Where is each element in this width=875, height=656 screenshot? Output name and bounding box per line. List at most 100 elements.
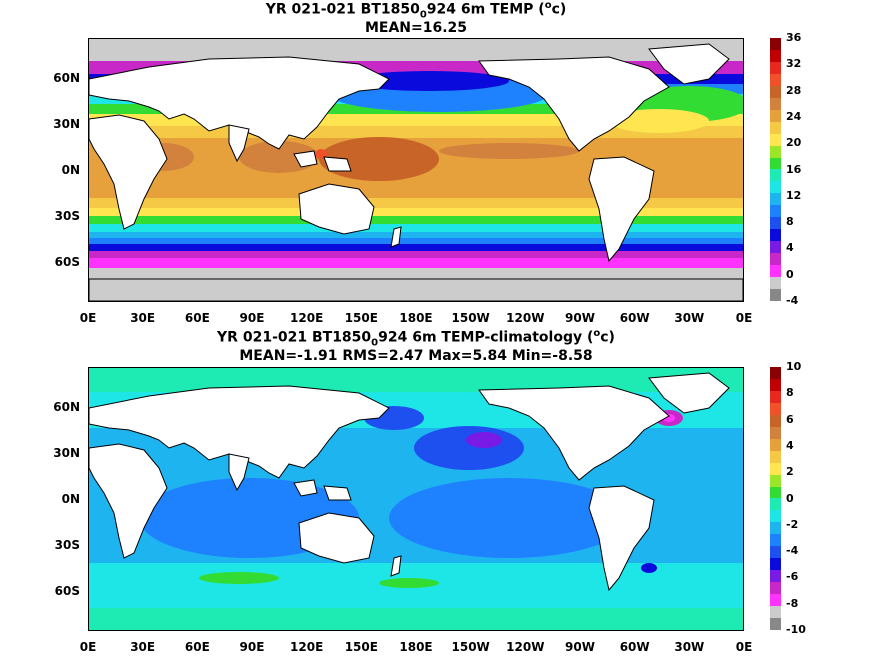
colorbar-swatch — [770, 534, 781, 547]
colorbar-label: 8 — [786, 386, 794, 400]
colorbar-swatch — [770, 474, 781, 487]
colorbar-swatch — [770, 38, 781, 50]
lon-label: 0E — [735, 311, 753, 325]
lon-label: 150W — [451, 311, 490, 325]
lon-label: 30E — [130, 311, 156, 325]
colorbar-swatch — [770, 265, 781, 278]
lon-label: 60E — [184, 311, 210, 325]
colorbar-swatch — [770, 426, 781, 439]
colorbar-label: 0 — [786, 491, 794, 505]
colorbar-swatch — [770, 49, 781, 62]
colorbar-swatch — [770, 133, 781, 146]
colorbar-swatch — [770, 217, 781, 230]
colorbar-swatch — [770, 73, 781, 86]
colorbar-label: 12 — [786, 188, 802, 202]
colorbar-label: 20 — [786, 136, 802, 150]
colorbar-swatch — [770, 169, 781, 182]
lon-label: 30W — [674, 311, 705, 325]
colorbar-swatch — [770, 462, 781, 475]
colorbar-swatch — [770, 277, 781, 290]
lat-label: 0N — [61, 492, 80, 506]
lon-label: 120W — [506, 311, 545, 325]
lon-label: 150E — [344, 640, 378, 654]
top-colorbar — [770, 38, 781, 301]
lat-label: 60S — [54, 255, 80, 269]
colorbar-swatch — [770, 205, 781, 218]
colorbar-label: -4 — [786, 544, 799, 558]
lon-label: 30E — [130, 640, 156, 654]
colorbar-label: -2 — [786, 517, 799, 531]
lat-label: 0N — [61, 163, 80, 177]
colorbar-label: -10 — [786, 623, 806, 636]
lon-label: 90E — [239, 640, 265, 654]
lon-label: 180E — [399, 311, 433, 325]
lon-label: 150E — [344, 311, 378, 325]
colorbar-label: 8 — [786, 215, 794, 229]
bottom-map-svg — [89, 368, 743, 630]
colorbar-swatch — [770, 570, 781, 583]
colorbar-swatch — [770, 402, 781, 415]
top-map-title: YR 021-021 BT18500924 6m TEMP (oc) — [265, 0, 567, 21]
lon-label: 0E — [79, 311, 97, 325]
lon-label: 90W — [565, 640, 595, 654]
colorbar-swatch — [770, 486, 781, 499]
lat-label: 30N — [53, 446, 80, 460]
colorbar-swatch — [770, 390, 781, 403]
colorbar-label: 4 — [786, 438, 794, 452]
lon-label: 120E — [290, 640, 324, 654]
colorbar-swatch — [770, 85, 781, 98]
lon-label: 0E — [79, 640, 97, 654]
colorbar-label: 24 — [786, 109, 802, 123]
colorbar-label: 10 — [786, 360, 802, 373]
colorbar-swatch — [770, 229, 781, 242]
lon-label: 150W — [451, 640, 490, 654]
colorbar-label: -8 — [786, 596, 799, 610]
colorbar-label: 16 — [786, 162, 802, 176]
bottom-colorbar — [770, 367, 781, 630]
colorbar-swatch — [770, 121, 781, 134]
top-map-stats: MEAN=16.25 — [364, 20, 468, 36]
lat-label: 60S — [54, 584, 80, 598]
colorbar-swatch — [770, 378, 781, 391]
colorbar-label: 28 — [786, 83, 802, 97]
colorbar-swatch — [770, 498, 781, 511]
lat-label: 30S — [54, 538, 80, 552]
colorbar-swatch — [770, 97, 781, 110]
colorbar-swatch — [770, 522, 781, 535]
eurasia — [89, 56, 390, 150]
colorbar-swatch — [770, 253, 781, 266]
bottom-map-stats: MEAN=-1.91 RMS=2.47 Max=5.84 Min=-8.58 — [239, 348, 593, 364]
colorbar-swatch — [770, 289, 781, 301]
lon-label: 120E — [290, 311, 324, 325]
colorbar-swatch — [770, 594, 781, 607]
colorbar-swatch — [770, 510, 781, 523]
lon-label: 0E — [735, 640, 753, 654]
colorbar-swatch — [770, 145, 781, 158]
lat-label: 30S — [54, 209, 80, 223]
colorbar-label: 2 — [786, 465, 794, 479]
colorbar-swatch — [770, 367, 781, 379]
top-map-svg — [89, 39, 743, 301]
lat-label: 60N — [53, 400, 80, 414]
colorbar-swatch — [770, 606, 781, 619]
colorbar-label: 32 — [786, 57, 802, 71]
colorbar-swatch — [770, 582, 781, 595]
colorbar-label: -6 — [786, 570, 799, 584]
lon-label: 60E — [184, 640, 210, 654]
lon-label: 120W — [506, 640, 545, 654]
lat-label: 60N — [53, 71, 80, 85]
lon-label: 90E — [239, 311, 265, 325]
colorbar-swatch — [770, 61, 781, 74]
lat-label: 30N — [53, 117, 80, 131]
colorbar-swatch — [770, 558, 781, 571]
colorbar-swatch — [770, 546, 781, 559]
lon-label: 30W — [674, 640, 705, 654]
colorbar-swatch — [770, 618, 781, 630]
colorbar-swatch — [770, 157, 781, 170]
lon-label: 90W — [565, 311, 595, 325]
colorbar-label: 6 — [786, 412, 794, 426]
bottom-map-panel — [88, 367, 744, 631]
australia — [298, 183, 375, 235]
colorbar-swatch — [770, 193, 781, 206]
bottom-map-title: YR 021-021 BT18500924 6m TEMP-climatolog… — [217, 328, 615, 349]
